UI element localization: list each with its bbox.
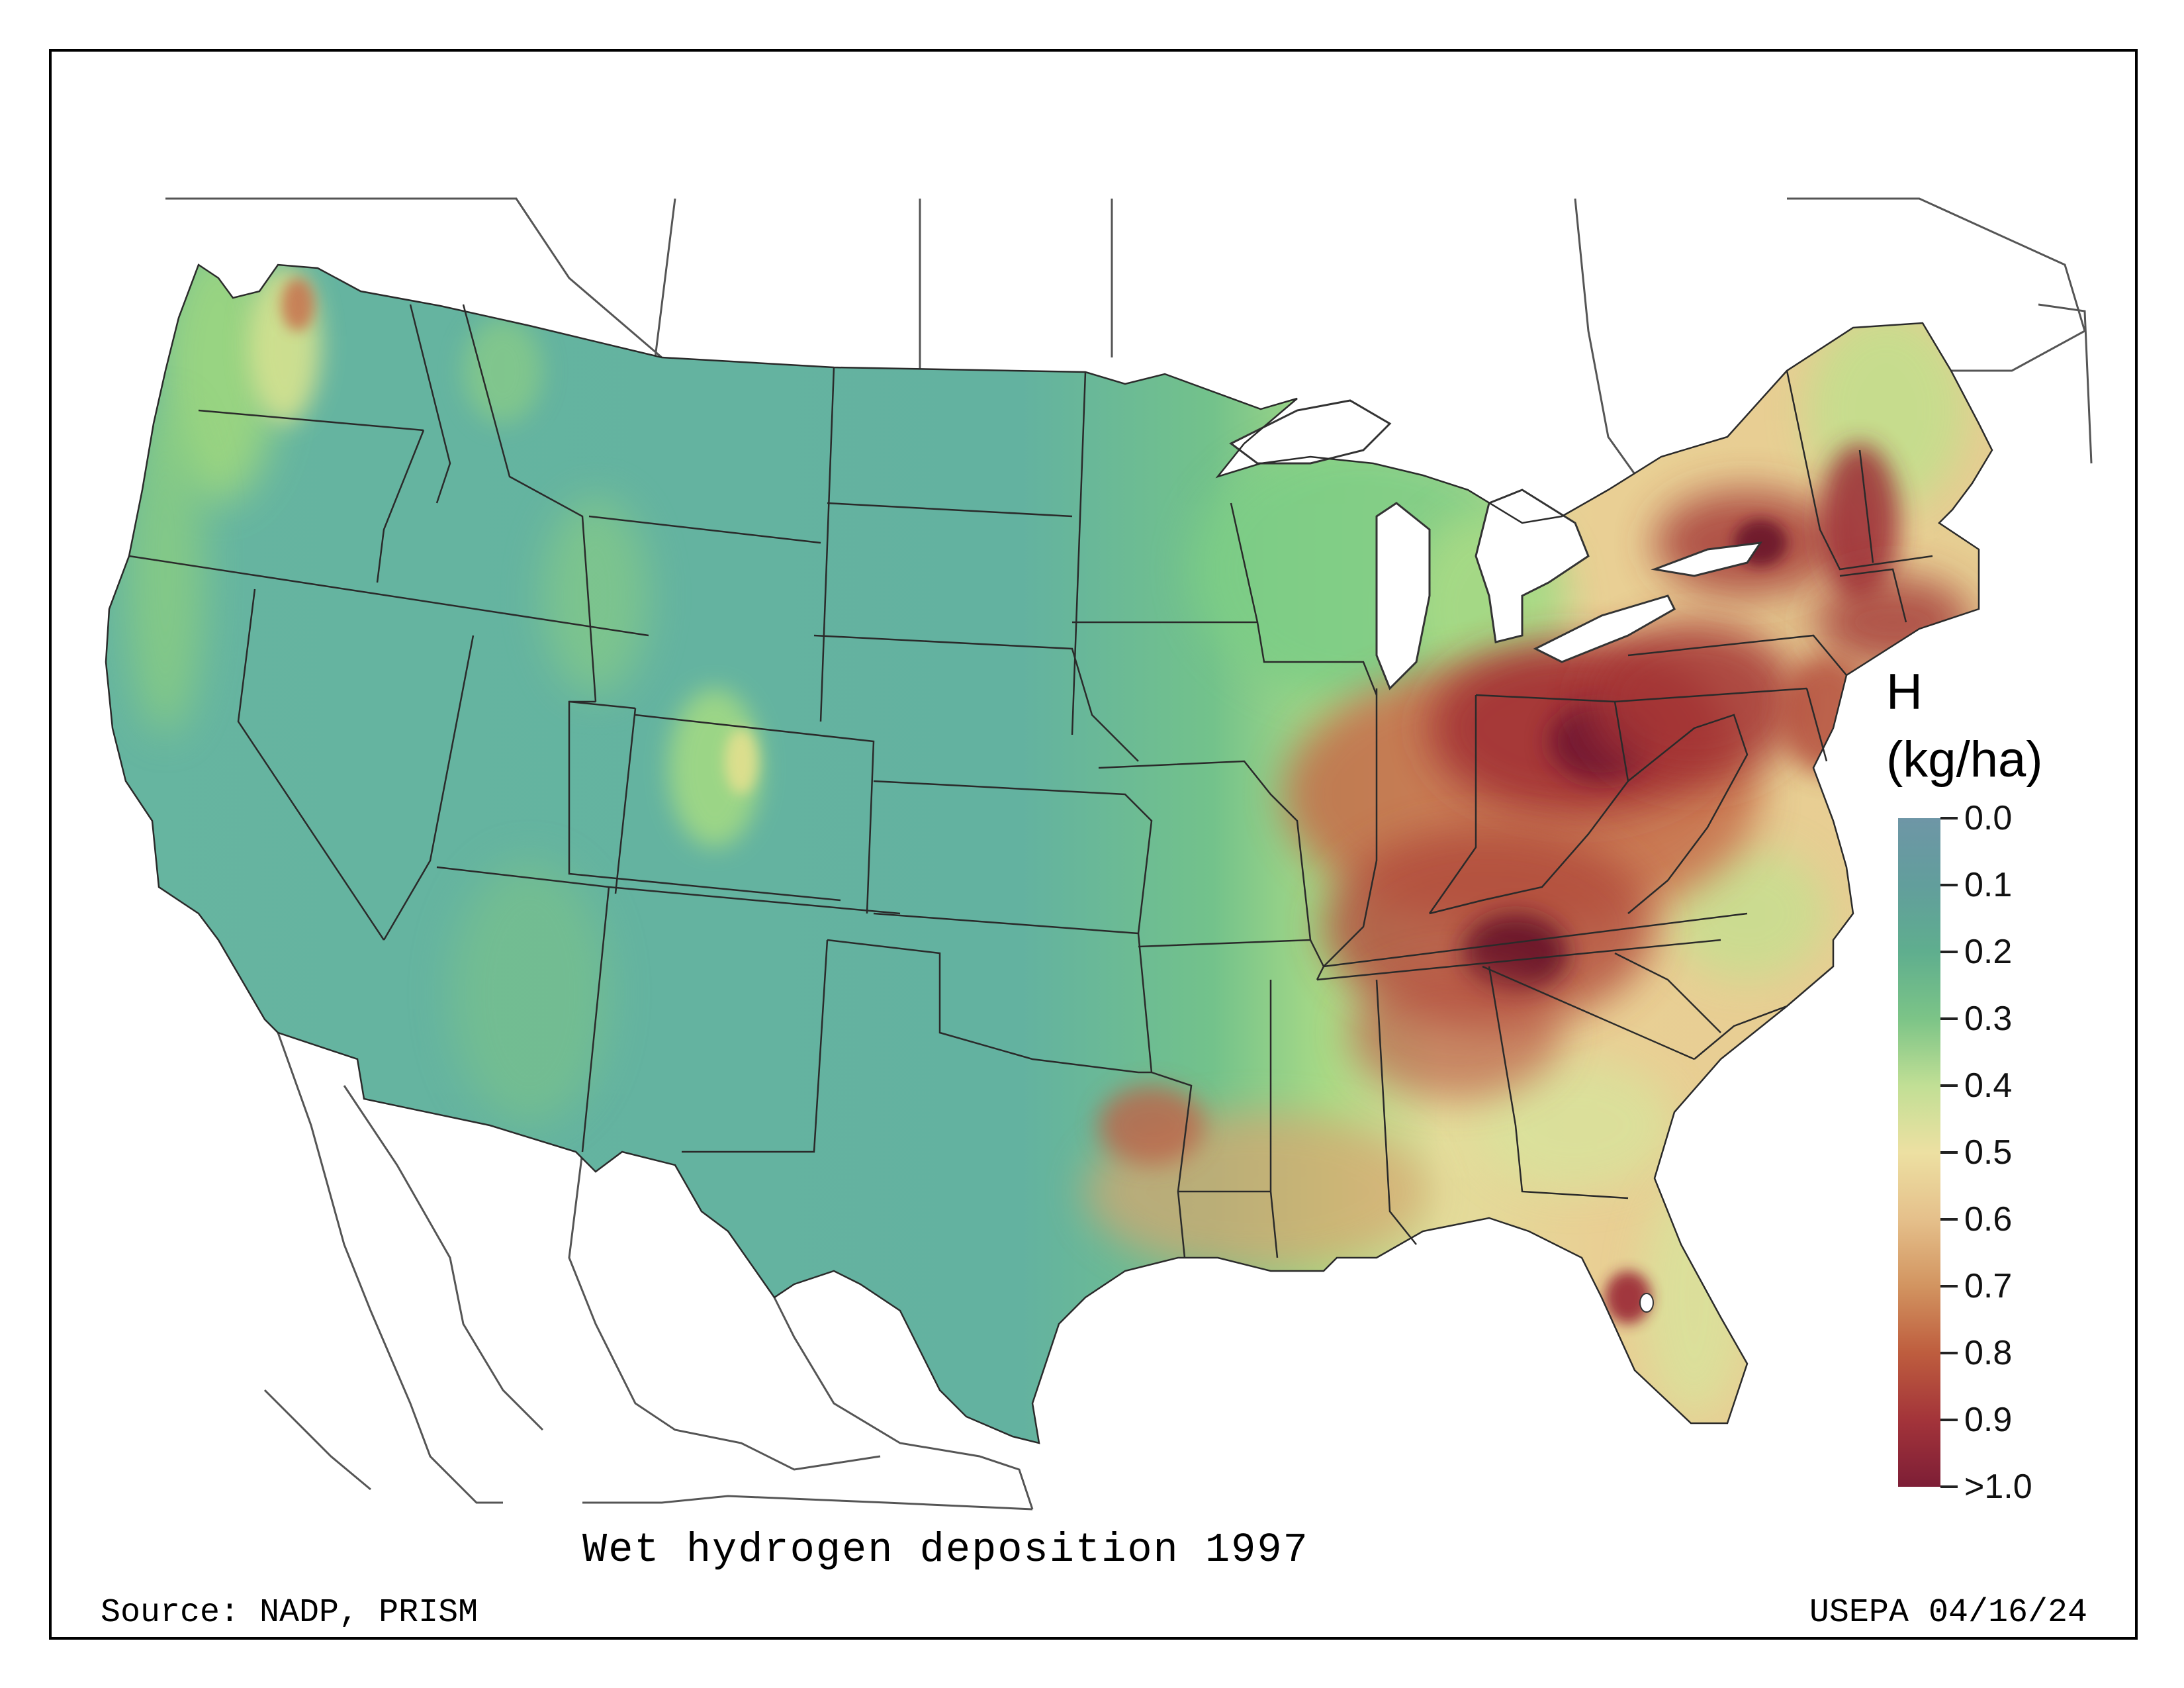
state-boundaries [105,263,1993,1444]
legend-tick-mark [1940,1285,1958,1288]
legend-tick-label: 0.9 [1964,1401,2013,1439]
legend-tick-label: >1.0 [1964,1468,2032,1506]
legend-tick-label: 0.7 [1964,1267,2013,1305]
deposition-raster [106,265,1992,1443]
great-lakes [1229,399,1763,690]
legend-tick-mark [1940,1017,1958,1020]
legend-tick-mark [1940,1084,1958,1087]
legend-tick-mark [1940,1151,1958,1154]
legend-tick-mark [1940,1485,1958,1488]
legend-tick-label: 0.5 [1964,1133,2013,1172]
legend-tick-mark [1940,1419,1958,1421]
neighbor-boundaries [165,197,2093,1511]
legend-tick-mark [1940,1352,1958,1354]
legend-tick-label: 0.0 [1964,799,2013,837]
legend-tick-mark [1940,1218,1958,1221]
legend-title: H [1886,664,1923,720]
legend-tick-mark [1940,817,1958,820]
legend-tick-label: 0.4 [1964,1066,2013,1105]
legend-tick-mark [1940,884,1958,886]
legend-tick-label: 0.6 [1964,1200,2013,1239]
source-note: Source: NADP, PRISM [101,1594,478,1632]
credit-note: USEPA 04/16/24 [1809,1594,2087,1632]
legend-tick-label: 0.1 [1964,866,2013,904]
legend-tick-label: 0.8 [1964,1334,2013,1372]
map-title: Wet hydrogen deposition 1997 [582,1526,1309,1573]
lake-okeechobee [1639,1293,1654,1313]
legend-color-bar [1898,818,1940,1487]
legend-tick-label: 0.3 [1964,1000,2013,1038]
legend-tick-label: 0.2 [1964,933,2013,971]
legend-unit: (kg/ha) [1886,731,2043,788]
legend-tick-mark [1940,951,1958,953]
